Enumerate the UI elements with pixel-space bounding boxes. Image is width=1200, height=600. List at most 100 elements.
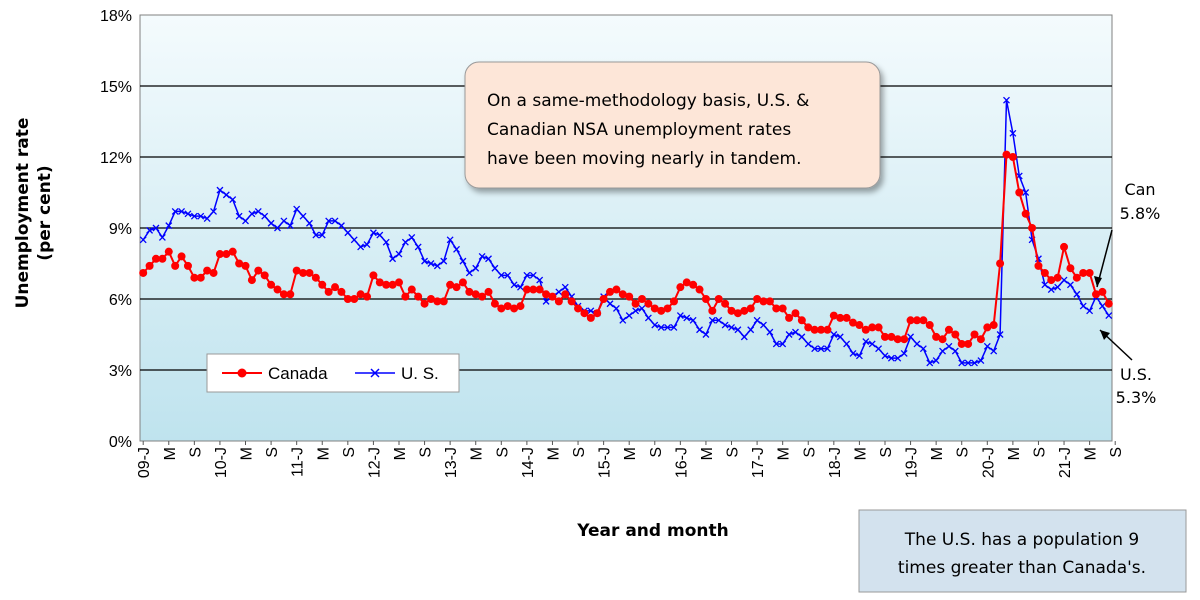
canada-point [145, 261, 154, 270]
y-axis-ticks: 0% 3% 6% 9% 12% 15% 18% [100, 8, 132, 451]
canada-point [778, 304, 787, 313]
y-tick-label: 15% [100, 79, 132, 96]
us-point [612, 305, 620, 312]
footnote-box: The U.S. has a population 9 times greate… [858, 509, 1187, 593]
us-point [139, 236, 147, 244]
us-point [766, 328, 774, 336]
canada-point [426, 295, 435, 303]
us-point [171, 207, 179, 215]
us-point [887, 354, 895, 362]
canada-point [196, 273, 205, 282]
canada-point [548, 292, 557, 301]
us-point [414, 243, 422, 251]
canada-point [708, 306, 717, 315]
us-point [1086, 307, 1094, 315]
canada-point [164, 247, 173, 256]
us-point [683, 314, 691, 322]
x-tick-label: M [545, 447, 562, 460]
us-point [165, 222, 173, 230]
us-point [146, 226, 154, 234]
canada-point [458, 278, 467, 287]
canada-point [471, 290, 480, 299]
x-tick-label: S [341, 447, 358, 458]
us-point [1041, 281, 1049, 289]
us-point [1079, 302, 1087, 310]
us-point [715, 316, 723, 324]
canada-point [733, 309, 742, 318]
x-tick-label: 17-J [750, 447, 767, 478]
canada-point [1008, 153, 1017, 161]
canada-point [1034, 261, 1043, 270]
us-point [836, 333, 844, 341]
canada-point [228, 247, 237, 256]
canada-point [510, 304, 519, 313]
canada-point [912, 316, 921, 325]
y-tick-label: 3% [109, 363, 132, 380]
canada-point [215, 250, 224, 259]
us-point [1073, 290, 1081, 298]
canada-point [369, 271, 378, 280]
us-point [440, 257, 448, 265]
us-point [900, 349, 908, 357]
us-point [229, 196, 237, 204]
canada-point [1021, 209, 1030, 218]
canada-point [401, 292, 410, 301]
canada-point [522, 285, 531, 294]
canada-point [337, 287, 346, 296]
x-tick-label: S [418, 447, 435, 458]
us-point [977, 357, 985, 364]
us-point [939, 347, 946, 355]
us-point [158, 234, 166, 241]
x-tick-label: S [878, 447, 895, 458]
x-tick-label: M [1006, 447, 1023, 460]
canada-point [906, 316, 915, 325]
canada-point [625, 292, 634, 301]
us-point [369, 229, 377, 237]
y-axis-title: Unemployment rate (per cent) [13, 118, 55, 309]
canada-point [727, 306, 736, 315]
canada-end-label-arrowhead [1094, 276, 1102, 287]
us-point [708, 316, 716, 324]
legend-us-label: U. S. [401, 364, 439, 383]
canada-point [701, 295, 710, 303]
legend-us-marker [370, 368, 380, 378]
us-point [325, 217, 333, 225]
us-point [184, 210, 192, 218]
x-tick-label: M [776, 447, 793, 460]
us-point [638, 305, 646, 312]
annotation-box: On a same-methodology basis, U.S. & Cana… [464, 61, 881, 189]
us-point [740, 333, 748, 341]
x-tick-label: 18-J [827, 447, 844, 478]
canada-point [797, 316, 806, 325]
us-point [1009, 129, 1017, 137]
us-point [689, 316, 697, 324]
canada-point [503, 302, 512, 311]
canada-point [606, 287, 615, 296]
x-tick-label: M [1083, 447, 1100, 460]
us-point [747, 326, 755, 334]
us-point [280, 217, 288, 225]
x-tick-label: 19-J [904, 447, 921, 478]
us-point [625, 312, 633, 320]
canada-point [842, 313, 851, 322]
x-tick-label: S [955, 447, 972, 458]
x-tick-label: M [392, 447, 409, 460]
us-point [996, 331, 1004, 338]
us-point [395, 250, 403, 258]
canada-point [356, 290, 365, 299]
canada-point [823, 325, 832, 334]
canada-point [305, 268, 314, 277]
canada-point [976, 335, 985, 344]
canada-point [880, 332, 889, 341]
us-point [312, 231, 320, 239]
us-point [945, 342, 953, 350]
canada-point [650, 304, 659, 313]
canada-point [490, 299, 499, 308]
us-point [772, 340, 780, 348]
canada-point [829, 311, 838, 320]
us-point [734, 326, 742, 334]
canada-point [267, 280, 276, 289]
canada-point [1066, 264, 1075, 273]
canada-point [554, 297, 563, 306]
